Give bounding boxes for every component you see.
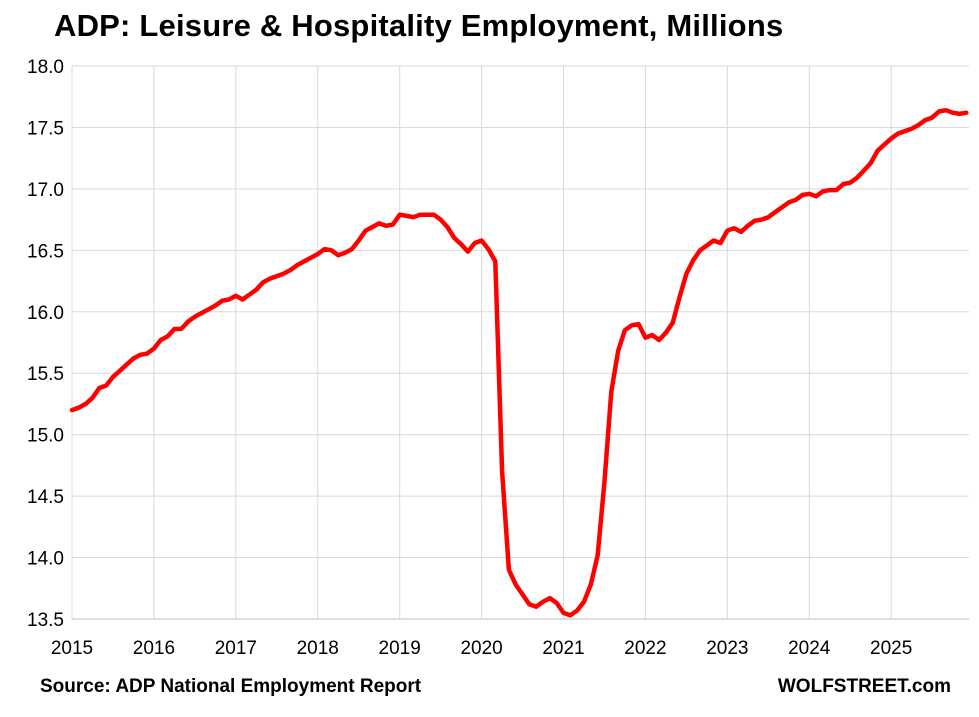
x-tick-label: 2017 [215, 638, 257, 659]
x-tick-label: 2021 [542, 638, 584, 659]
x-tick-label: 2024 [788, 638, 831, 659]
grid-lines [71, 65, 969, 620]
y-tick-label: 17.0 [27, 180, 64, 201]
y-tick-label: 14.5 [27, 487, 64, 508]
brand-credit: WOLFSTREET.com [777, 676, 951, 697]
x-tick-label: 2015 [51, 638, 93, 659]
y-tick-label: 14.0 [27, 549, 64, 570]
source-note: Source: ADP National Employment Report [40, 676, 422, 697]
y-tick-label: 15.0 [27, 426, 64, 447]
x-tick-label: 2022 [624, 638, 666, 659]
series-layer [69, 107, 969, 618]
chart-title: ADP: Leisure & Hospitality Employment, M… [54, 8, 784, 43]
y-tick-label: 13.5 [27, 610, 64, 631]
y-tick-label: 17.5 [27, 118, 64, 139]
x-tick-label: 2023 [706, 638, 748, 659]
y-tick-label: 16.5 [27, 241, 64, 262]
x-tick-label: 2025 [870, 638, 912, 659]
x-tick-label: 2016 [133, 638, 175, 659]
y-tick-label: 18.0 [27, 57, 64, 78]
y-tick-label: 16.0 [27, 303, 64, 324]
x-tick-label: 2018 [297, 638, 339, 659]
series-line [69, 107, 969, 618]
x-tick-label: 2020 [460, 638, 502, 659]
x-tick-label: 2019 [379, 638, 421, 659]
y-axis: 13.5 14.0 14.5 15.0 15.5 16.0 16.5 17.0 17.5 18.0 [27, 57, 64, 631]
x-axis: 2015 2016 2017 2018 2019 2020 2021 2022 2023 2024… [51, 618, 969, 659]
y-tick-label: 15.5 [27, 364, 64, 385]
